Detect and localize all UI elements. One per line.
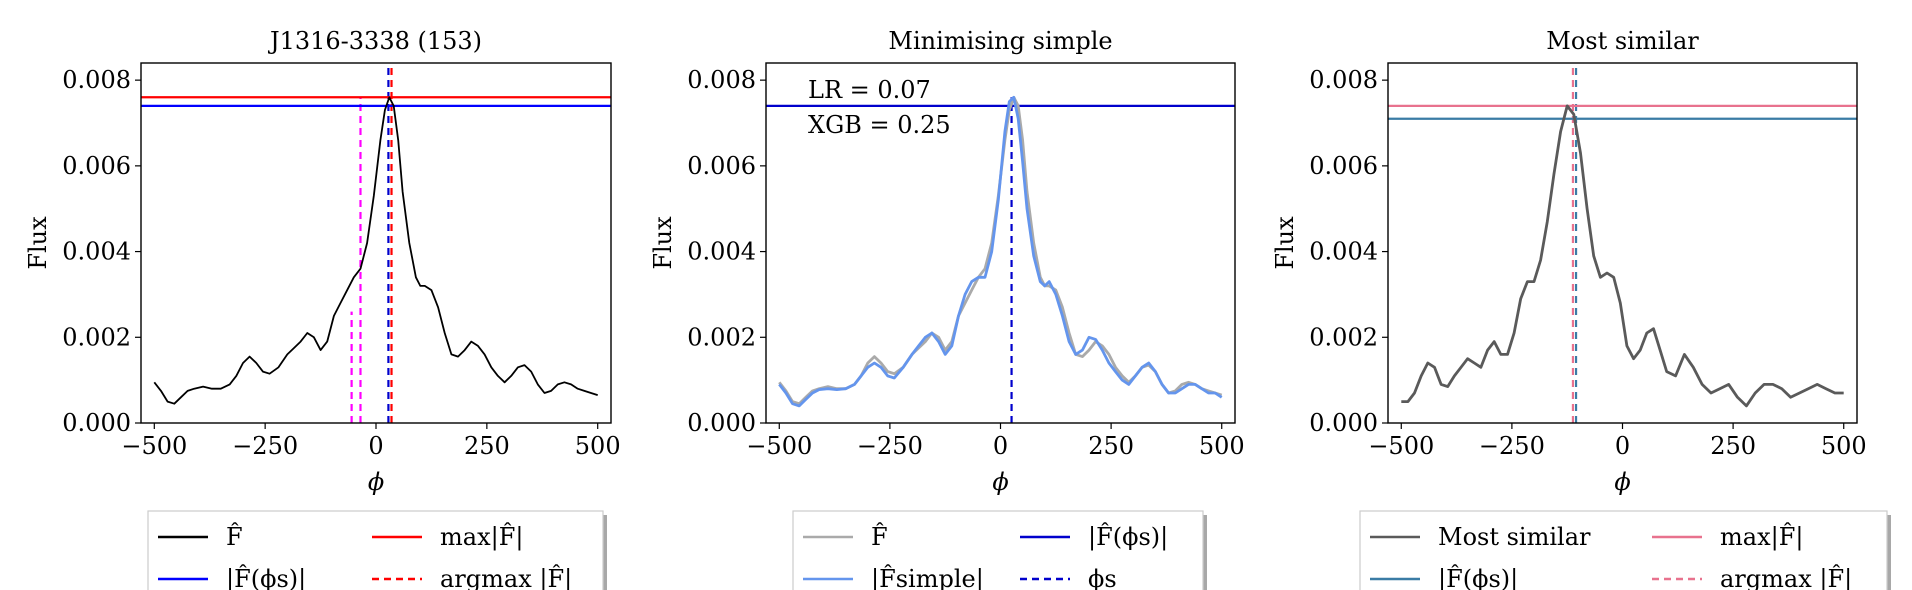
x-axis-label: ϕ (992, 468, 1008, 496)
x-axis-label: ϕ (368, 468, 384, 496)
legend-label: argmax |F̂| (440, 565, 572, 590)
y-axis-label: Flux (649, 216, 677, 270)
x-tick-label: 250 (464, 432, 510, 460)
chart-panel-1: −500 −250 0 250 500 0.000 0.002 0.004 0.006 0.008… (24, 27, 621, 590)
chart-title: Minimising simple (888, 27, 1112, 55)
legend-label: |F̂simple| (871, 565, 984, 590)
plot-area (141, 63, 611, 423)
legend: F̂ |F̂(ϕs)| |F̂simple| ϕs (792, 510, 1207, 590)
legend-label: |F̂(ϕs)| (1438, 565, 1518, 590)
x-tick-label: 500 (575, 432, 621, 460)
legend-label: max|F̂| (440, 523, 523, 552)
y-tick-label: 0.006 (687, 152, 756, 180)
series-line-2 (778, 95, 1223, 408)
y-axis-label: Flux (24, 216, 52, 270)
x-axis-label: ϕ (1614, 468, 1630, 496)
y-axis-label: Flux (1271, 216, 1299, 270)
legend-box (1359, 510, 1888, 590)
series-line-1 (1401, 104, 1844, 408)
chart-panel-2: −500 −250 0 250 500 0.000 0.002 0.004 0.006 0.008… (649, 27, 1245, 590)
y-tick-label: 0.002 (62, 323, 131, 351)
series-line-1 (153, 96, 598, 405)
x-tick-label: 0 (993, 432, 1008, 460)
legend: Most similar max|F̂| |F̂(ϕs)| argmax |F̂| (1359, 510, 1891, 590)
chart-title: J1316-3338 (153) (267, 27, 482, 55)
plot-area (766, 95, 1235, 423)
legend: F̂ max|F̂| |F̂(ϕs)| argmax |F̂| (147, 510, 607, 590)
x-tick-label: −500 (121, 432, 187, 460)
x-tick-label: 250 (1088, 432, 1134, 460)
y-tick-label: 0.006 (62, 152, 131, 180)
legend-box (147, 510, 604, 590)
legend-label: max|F̂| (1720, 523, 1803, 552)
legend-box (792, 510, 1204, 590)
x-tick-label: 500 (1199, 432, 1245, 460)
axes-frame (140, 62, 612, 424)
legend-label: |F̂(ϕs)| (1088, 523, 1168, 552)
y-tick-label: 0.000 (687, 409, 756, 437)
x-tick-label: −500 (746, 432, 812, 460)
y-tick-label: 0.004 (1309, 238, 1378, 266)
legend-label: Most similar (1438, 523, 1591, 551)
y-tick-label: 0.008 (62, 66, 131, 94)
chart-title: Most similar (1546, 27, 1699, 55)
annotation-1: LR = 0.07 (808, 76, 931, 104)
y-tick-label: 0.006 (1309, 152, 1378, 180)
x-tick-label: −250 (857, 432, 923, 460)
y-tick-label: 0.002 (1309, 323, 1378, 351)
x-tick-label: −250 (1479, 432, 1545, 460)
y-tick-label: 0.008 (1309, 66, 1378, 94)
series-line-1 (778, 95, 1223, 406)
plot-area (1388, 63, 1857, 423)
y-tick-label: 0.008 (687, 66, 756, 94)
y-tick-label: 0.004 (62, 238, 131, 266)
chart-panel-3: −500 −250 0 250 500 0.000 0.002 0.004 0.006 0.008… (1271, 27, 1891, 590)
x-tick-label: −500 (1368, 432, 1434, 460)
legend-label: F̂ (871, 523, 888, 551)
y-tick-label: 0.004 (687, 238, 756, 266)
x-tick-label: 0 (368, 432, 383, 460)
y-tick-label: 0.000 (62, 409, 131, 437)
x-tick-label: 500 (1821, 432, 1867, 460)
annotation-2: XGB = 0.25 (808, 111, 951, 139)
x-tick-label: 250 (1710, 432, 1756, 460)
legend-label: ϕs (1088, 565, 1117, 590)
x-tick-label: −250 (232, 432, 298, 460)
legend-label: F̂ (226, 523, 243, 551)
x-tick-label: 0 (1615, 432, 1630, 460)
y-tick-label: 0.002 (687, 323, 756, 351)
y-tick-label: 0.000 (1309, 409, 1378, 437)
legend-label: argmax |F̂| (1720, 565, 1852, 590)
legend-label: |F̂(ϕs)| (226, 565, 306, 590)
